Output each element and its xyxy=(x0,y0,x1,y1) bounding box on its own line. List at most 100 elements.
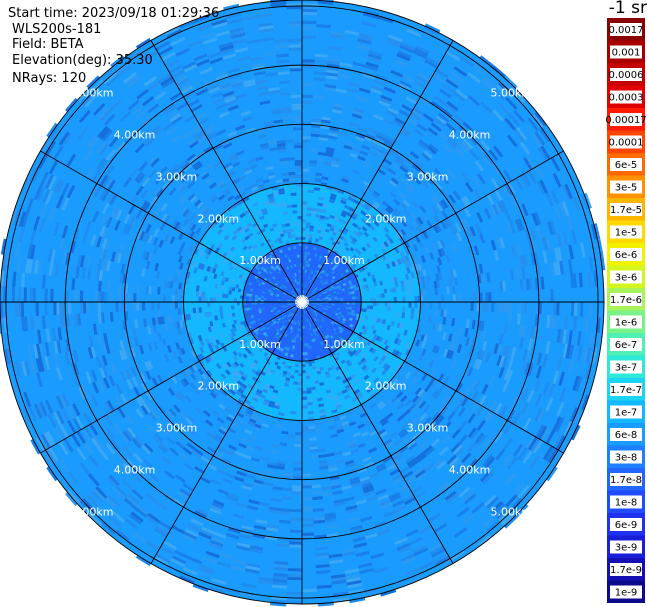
gate-cell xyxy=(281,106,292,111)
gate-cell xyxy=(293,142,302,146)
gate-cell xyxy=(320,262,325,267)
gate-cell xyxy=(15,241,22,258)
gate-cell xyxy=(443,309,447,318)
gate-cell xyxy=(155,553,171,564)
gate-cell xyxy=(389,494,402,503)
gate-cell xyxy=(291,103,302,107)
gate-cell xyxy=(313,71,327,76)
gate-cell xyxy=(106,260,111,272)
gate-cell xyxy=(504,210,513,223)
gate-cell xyxy=(229,389,236,396)
gate-cell xyxy=(306,288,308,292)
gate-cell xyxy=(430,122,442,132)
colorbar-label-box xyxy=(610,135,642,149)
gate-cell xyxy=(316,326,320,331)
gate-cell xyxy=(220,47,235,55)
gate-cell xyxy=(327,60,340,66)
gate-cell xyxy=(244,568,260,574)
gate-cell xyxy=(392,287,397,293)
gate-cell xyxy=(180,197,188,206)
gate-cell xyxy=(410,307,415,314)
gate-cell xyxy=(403,208,411,217)
gate-cell xyxy=(416,141,427,151)
gate-cell xyxy=(174,288,179,296)
gate-cell xyxy=(581,193,590,210)
gate-cell xyxy=(317,278,321,282)
gate-cell xyxy=(417,389,425,397)
gate-cell xyxy=(362,484,374,491)
gate-cell xyxy=(289,177,296,182)
gate-cell xyxy=(410,112,422,121)
gate-cell xyxy=(40,433,51,449)
gate-cell xyxy=(400,177,409,186)
gate-cell xyxy=(120,432,130,444)
gate-cell xyxy=(119,110,132,122)
gate-cell xyxy=(333,292,337,296)
gate-cell xyxy=(297,254,300,258)
gate-cell xyxy=(241,485,253,491)
gate-cell xyxy=(350,312,355,316)
gate-cell xyxy=(409,278,414,285)
gate-cell xyxy=(351,169,360,175)
gate-cell xyxy=(458,486,471,498)
gate-cell xyxy=(414,47,429,57)
gate-cell xyxy=(496,84,510,97)
gate-cell xyxy=(310,339,313,343)
gate-cell xyxy=(199,353,205,360)
gate-cell xyxy=(345,359,351,365)
gate-cell xyxy=(53,340,59,355)
gate-cell xyxy=(241,275,246,280)
gate-cell xyxy=(394,207,401,215)
gate-cell xyxy=(136,229,143,240)
gate-cell xyxy=(145,515,159,526)
gate-cell xyxy=(157,286,161,295)
gate-cell xyxy=(300,313,302,317)
gate-cell xyxy=(163,354,170,363)
gate-cell xyxy=(415,257,421,265)
gate-cell xyxy=(342,237,348,243)
gate-cell xyxy=(359,412,368,419)
gate-cell xyxy=(517,484,530,499)
gate-cell xyxy=(222,346,228,352)
gate-cell xyxy=(241,238,247,244)
gate-cell xyxy=(326,63,340,69)
gate-cell xyxy=(456,506,470,518)
gate-cell xyxy=(137,395,146,406)
gate-cell xyxy=(373,302,376,306)
gate-cell xyxy=(351,396,359,403)
gate-cell xyxy=(330,365,336,370)
gate-cell xyxy=(405,528,419,538)
gate-cell xyxy=(195,132,206,141)
gate-cell xyxy=(437,240,443,249)
gate-cell xyxy=(416,453,427,463)
gate-cell xyxy=(147,425,157,435)
gate-cell xyxy=(447,411,456,422)
gate-cell xyxy=(341,210,348,215)
gate-cell xyxy=(355,550,370,557)
gate-cell xyxy=(99,127,111,140)
gate-cell xyxy=(550,288,554,302)
gate-cell xyxy=(220,85,233,92)
gate-cell xyxy=(502,453,513,466)
gate-cell xyxy=(216,561,232,568)
gate-cell xyxy=(173,221,181,230)
gate-cell xyxy=(205,130,216,138)
gate-cell xyxy=(341,420,349,426)
gate-cell xyxy=(315,273,319,277)
gate-cell xyxy=(162,540,177,550)
gate-cell xyxy=(30,316,34,331)
gate-cell xyxy=(373,334,378,340)
gate-cell xyxy=(296,313,299,317)
gate-cell xyxy=(385,135,396,143)
gate-cell xyxy=(204,78,218,86)
gate-cell xyxy=(216,468,227,476)
gate-cell xyxy=(356,286,360,291)
gate-cell xyxy=(276,140,286,145)
gate-cell xyxy=(292,115,302,119)
gate-cell xyxy=(397,428,407,437)
gate-cell xyxy=(178,411,187,420)
gate-cell xyxy=(343,302,347,305)
gate-cell xyxy=(195,88,209,97)
gate-cell xyxy=(559,202,567,217)
gate-cell xyxy=(143,202,151,212)
